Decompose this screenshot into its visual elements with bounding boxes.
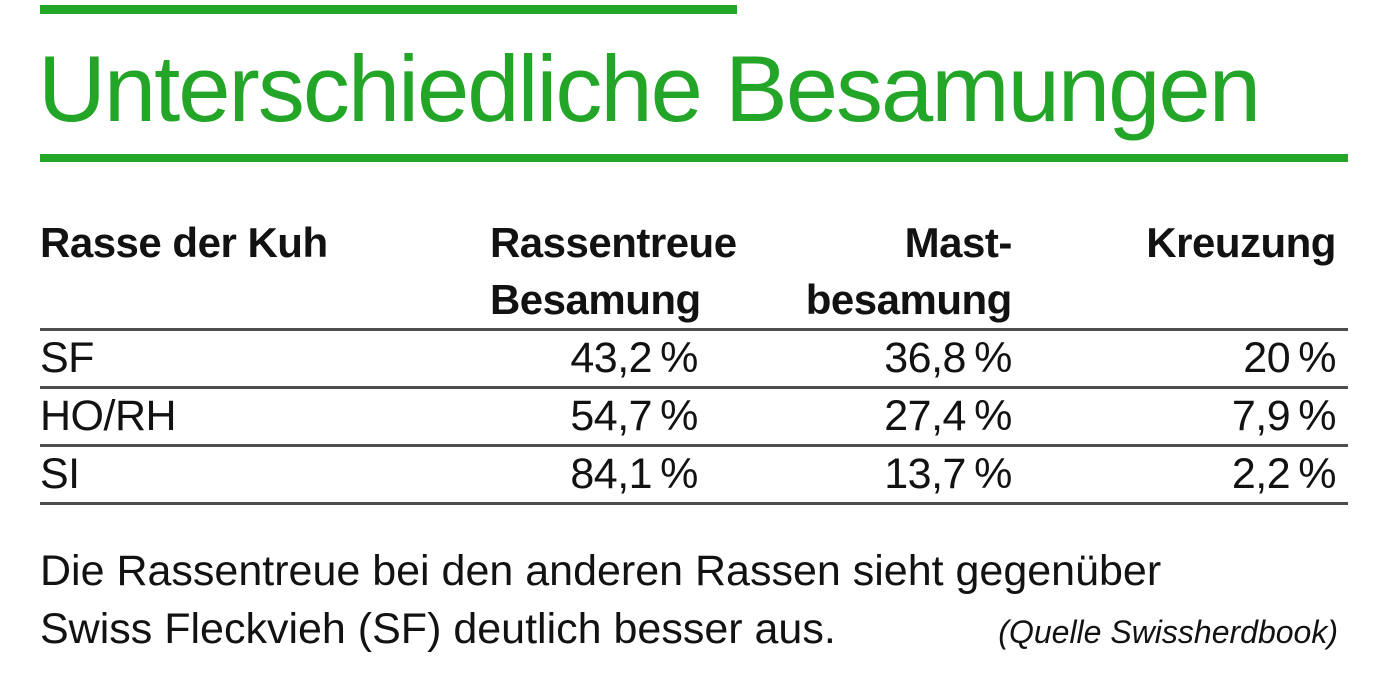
source-note: (Quelle Swissherdbook) <box>998 614 1338 650</box>
footer-note: Die Rassentreue bei den anderen Rassen s… <box>40 542 1348 661</box>
top-accent-bar <box>40 5 737 14</box>
table-header-row: Rasse der Kuh Rassentreue Besamung Mast-… <box>40 214 1348 331</box>
table-row: SI 84,1 % 13,7 % 2,2 % <box>40 447 1348 505</box>
note-line-1: Die Rassentreue bei den anderen Rassen s… <box>40 547 1162 595</box>
note-line-2: Swiss Fleckvieh (SF) deutlich besser aus… <box>40 605 836 653</box>
breed-cell: HO/RH <box>40 392 177 440</box>
inseminations-table: Rasse der Kuh Rassentreue Besamung Mast-… <box>40 214 1348 505</box>
column-header-purebred: Rassentreue Besamung <box>489 219 737 323</box>
column-header-cross: Kreuzung <box>1146 219 1336 266</box>
note-line-2-row: Swiss Fleckvieh (SF) deutlich besser aus… <box>40 600 1348 661</box>
title-underline-rule <box>40 154 1348 162</box>
column-header-beef: Mast- besamung <box>805 219 1013 323</box>
breed-cell: SF <box>40 334 94 382</box>
breed-cell: SI <box>40 450 80 498</box>
value-cell: 84,1 % <box>570 450 698 498</box>
value-cell: 13,7 % <box>884 450 1012 498</box>
value-cell: 43,2 % <box>570 334 698 382</box>
page-title: Unterschiedliche Besamungen <box>38 36 1261 141</box>
value-cell: 27,4 % <box>884 392 1012 440</box>
table-body: SF 43,2 % 36,8 % 20 % HO/RH 54,7 % 27,4 % 7,9 %… <box>40 331 1348 505</box>
value-cell: 20 % <box>1243 334 1336 382</box>
value-cell: 2,2 % <box>1231 450 1337 498</box>
value-cell: 54,7 % <box>570 392 698 440</box>
table-row: SF 43,2 % 36,8 % 20 % <box>40 331 1348 389</box>
value-cell: 7,9 % <box>1231 392 1337 440</box>
value-cell: 36,8 % <box>884 334 1012 382</box>
table-row: HO/RH 54,7 % 27,4 % 7,9 % <box>40 389 1348 447</box>
column-header-breed: Rasse der Kuh <box>40 219 328 266</box>
